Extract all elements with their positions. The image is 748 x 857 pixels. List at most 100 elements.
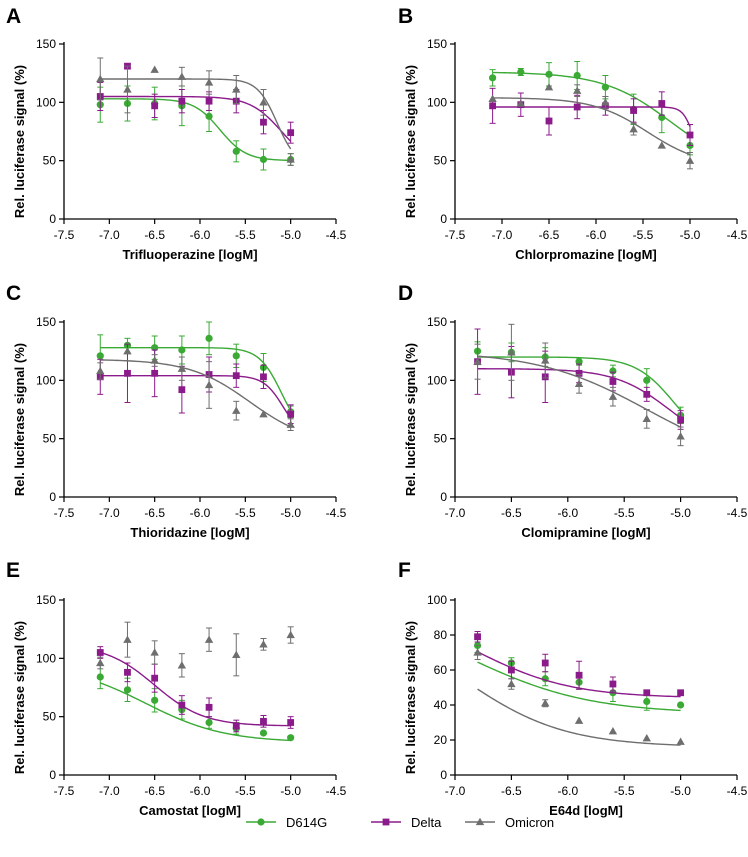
data-point <box>517 68 525 76</box>
data-point <box>96 673 104 681</box>
data-point <box>123 635 132 643</box>
data-point <box>177 661 187 669</box>
x-tick-label: -4.5 <box>727 506 748 520</box>
data-point <box>232 352 240 360</box>
data-point <box>232 85 241 93</box>
data-point <box>685 156 695 164</box>
data-point <box>573 71 581 80</box>
y-tick-label: 150 <box>36 37 56 51</box>
data-point <box>151 696 159 704</box>
data-point <box>96 366 105 375</box>
legend-marker <box>475 817 485 826</box>
y-tick-label: 50 <box>43 154 57 168</box>
x-tick-label: -7.5 <box>54 784 75 798</box>
data-point <box>150 648 159 656</box>
data-point <box>232 722 240 730</box>
y-tick-label: 100 <box>36 651 56 665</box>
data-point <box>287 734 295 742</box>
data-point <box>608 727 618 735</box>
data-point <box>575 369 583 377</box>
data-point <box>489 102 496 110</box>
panel-letter: D <box>398 282 413 305</box>
data-point <box>260 373 267 381</box>
x-tick-label: -6.5 <box>144 784 165 798</box>
data-point <box>151 369 159 377</box>
data-point <box>259 729 268 737</box>
x-tick-label: -4.5 <box>727 784 748 798</box>
data-point <box>259 98 268 106</box>
x-tick-label: -5.0 <box>280 228 301 242</box>
panel-letter: B <box>398 5 413 28</box>
panel-a: A 0 50 100 150 -7.5 -7.0 -6.5 -6.0 -5.5 -5.0 -4.5 Tr… <box>6 5 347 262</box>
data-point <box>643 689 651 697</box>
y-tick-label: 150 <box>36 315 56 329</box>
fit-curve <box>100 651 291 727</box>
data-point <box>124 668 131 676</box>
data-point <box>178 346 186 354</box>
y-axis-title: Rel. luciferase signal (%) <box>12 621 27 774</box>
data-point <box>205 718 213 727</box>
data-point <box>287 719 295 726</box>
data-point <box>658 100 666 107</box>
data-point <box>96 74 105 83</box>
panel-c: C 0 50 100 150 -7.5 -7.0 -6.5 -6.0 -5.5 -5.0 -4.5 Th… <box>6 282 347 540</box>
data-point <box>473 648 482 656</box>
data-point <box>286 155 295 163</box>
fit-curve <box>492 71 691 137</box>
series-delta <box>474 631 684 698</box>
fit-curve <box>100 359 291 428</box>
data-point <box>686 131 694 139</box>
data-point <box>286 420 295 428</box>
data-point <box>286 630 295 639</box>
data-point <box>545 70 553 78</box>
data-point <box>259 409 268 418</box>
panel-e: E 0 50 100 150 -7.5 -7.0 -6.5 -6.0 -5.5 -5.0 -4.5 Ca… <box>6 559 347 818</box>
panel-d: D 0 50 100 150 -7.0 -6.5 -6.0 -5.5 -5.0 -4.5 Clomip… <box>398 282 748 540</box>
panel-letter: A <box>6 5 21 28</box>
legend-label: Delta <box>411 815 442 830</box>
legend-label: D614G <box>286 815 327 830</box>
data-point <box>609 680 617 688</box>
x-axis-title: Camostat [logM] <box>139 803 241 818</box>
x-tick-label: -4.5 <box>326 784 347 798</box>
y-tick-label: 60 <box>434 663 448 677</box>
series-omicron <box>473 323 685 447</box>
x-tick-label: -5.0 <box>280 506 301 520</box>
data-point <box>123 346 132 355</box>
data-point <box>177 364 187 372</box>
data-point <box>232 406 241 414</box>
series-delta <box>96 646 295 733</box>
y-tick-label: 50 <box>43 432 57 446</box>
data-point <box>658 113 666 122</box>
legend-item-d614g: D614G <box>246 815 327 830</box>
series-omicron <box>96 57 295 166</box>
y-tick-label: 0 <box>440 212 447 226</box>
data-point <box>643 376 651 384</box>
x-tick-label: -4.5 <box>326 506 347 520</box>
y-tick-label: 0 <box>49 212 56 226</box>
y-tick-label: 100 <box>36 373 56 387</box>
data-point <box>204 635 214 643</box>
data-point <box>232 650 241 658</box>
legend-item-delta: Delta <box>371 815 442 830</box>
data-point <box>204 78 214 86</box>
data-point <box>676 737 685 745</box>
data-point <box>151 674 159 682</box>
series-omicron <box>488 82 695 170</box>
data-point <box>601 83 610 91</box>
x-tick-label: -6.0 <box>190 228 211 242</box>
data-point <box>150 65 159 73</box>
data-point <box>260 118 267 126</box>
panel-f: F 0 20 40 60 80 100 -7.0 -6.5 -6.0 -5.5 -5.0 -4.5 E64… <box>398 559 748 818</box>
legend-label: Omicron <box>505 815 554 830</box>
x-tick-label: -7.0 <box>99 228 120 242</box>
data-point <box>677 701 685 709</box>
data-point <box>676 432 685 440</box>
data-point <box>260 717 267 725</box>
data-point <box>474 633 481 641</box>
y-tick-label: 0 <box>440 768 447 782</box>
data-point <box>642 414 651 422</box>
y-axis-title: Rel. luciferase signal (%) <box>403 343 418 496</box>
y-tick-label: 50 <box>43 710 57 724</box>
data-point <box>489 74 497 82</box>
